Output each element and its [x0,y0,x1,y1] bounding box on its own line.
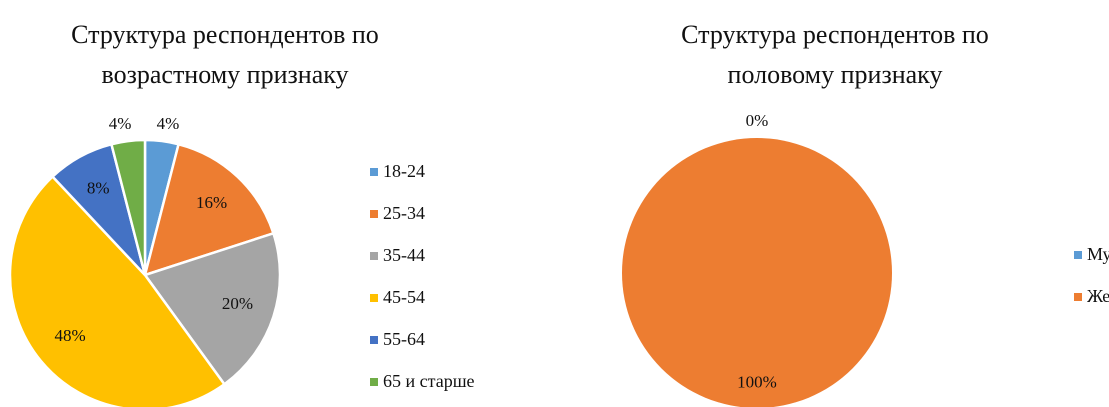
data-label: 20% [222,294,253,313]
legend-swatch [370,210,378,218]
legend-swatch [370,336,378,344]
pie-slice [143,142,275,277]
legend-swatch [370,168,378,176]
legend-label: 45-54 [383,287,425,307]
legend-label: Женский [1087,286,1109,306]
legend-label: Мужской [1087,244,1109,264]
data-label: 48% [55,326,86,345]
legend-label: 18-24 [383,161,425,181]
chart-title: Структура респондентов по возрастному пр… [71,20,379,89]
data-label: 16% [196,193,227,212]
data-label: 4% [157,114,180,133]
legend-swatch [370,378,378,386]
legend-label: 35-44 [383,245,425,265]
data-label: 100% [737,373,777,392]
pie-slice [109,138,147,276]
legend-swatch [370,252,378,260]
data-label: 8% [87,179,110,198]
pie-slice [622,138,892,407]
legend-swatch [1074,293,1082,301]
legend-label: 65 и старше [383,371,475,391]
data-label: 0% [746,111,769,130]
chart-title: Структура респондентов по половому призн… [681,20,989,89]
pie-slice [142,231,282,386]
legend-label: 25-34 [383,203,425,223]
legend-label: 55-64 [383,329,425,349]
legend-swatch [370,294,378,302]
data-label: 4% [109,114,132,133]
legend-swatch [1074,251,1082,259]
